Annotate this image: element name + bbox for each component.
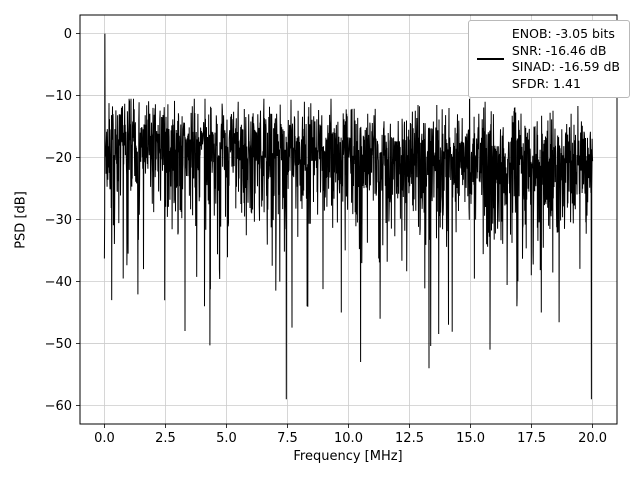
legend-sinad-label: SINAD: -16.59 dB [511, 59, 620, 74]
psd-noise-trace [103, 33, 594, 400]
y-tick-label: 0 [64, 27, 72, 42]
x-tick-label: 15.0 [456, 431, 485, 446]
legend-sfdr-label: SFDR: 1.41 [511, 75, 581, 91]
x-tick-label: 20.0 [578, 431, 607, 446]
legend-enob-label: ENOB: -3.05 bits [511, 26, 615, 41]
x-tick-label: 0.0 [94, 431, 115, 446]
plot-border [79, 14, 618, 425]
x-tick-label: 17.5 [517, 431, 546, 446]
x-tick-label: 12.5 [395, 431, 424, 446]
legend-line-sample-icon [476, 58, 504, 60]
y-tick-label: −20 [45, 151, 72, 166]
y-tick-label: −10 [45, 89, 72, 104]
x-tick-label: 10.0 [334, 431, 363, 446]
legend-snr-label: SNR: -16.46 dB [511, 42, 607, 58]
y-tick-label: −50 [45, 337, 72, 352]
y-axis-label: PSD [dB] [13, 191, 29, 249]
x-tick-label: 5.0 [216, 431, 237, 446]
legend-text-block: ENOB: -3.05 bits SNR: -16.46 dB SINAD: -… [512, 26, 620, 92]
x-tick-label: 2.5 [155, 431, 176, 446]
y-tick-label: −60 [45, 399, 72, 414]
legend: ENOB: -3.05 bits SNR: -16.46 dB SINAD: -… [467, 20, 630, 98]
x-tick-label: 7.5 [277, 431, 298, 446]
y-tick-label: −40 [45, 275, 72, 290]
x-axis-label: Frequency [MHz] [293, 449, 403, 464]
y-tick-label: −30 [45, 213, 72, 228]
